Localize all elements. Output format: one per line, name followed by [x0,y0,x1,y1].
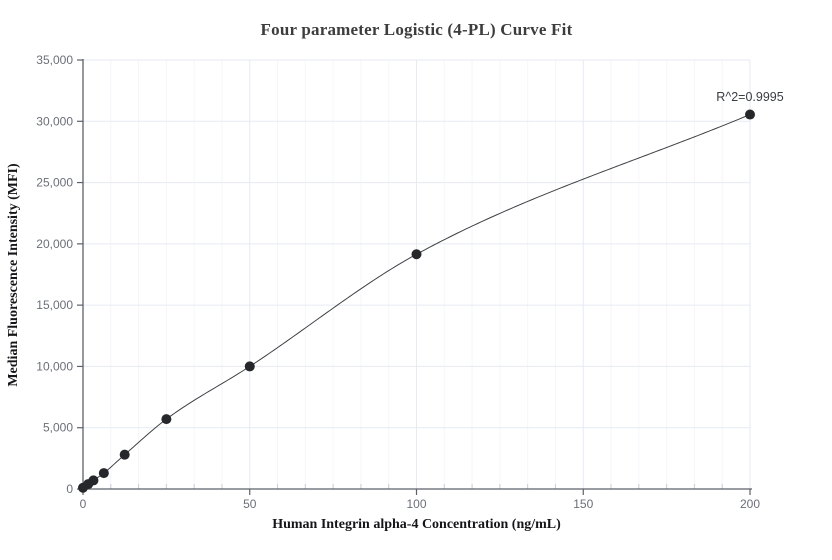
y-tick-label: 20,000 [36,237,73,251]
x-tick-label: 50 [243,497,257,511]
y-tick-label: 30,000 [36,114,73,128]
data-point [745,109,755,120]
y-tick-label: 10,000 [36,359,73,373]
x-tick-label: 0 [80,497,87,511]
y-axis-title: Median Fluorescence Intensity (MFI) [6,163,21,387]
r-squared-annotation: R^2=0.9995 [716,90,784,104]
y-tick-label: 0 [66,482,73,496]
chart-title: Four parameter Logistic (4-PL) Curve Fit [260,20,573,39]
x-tick-label: 100 [406,497,426,511]
data-point [244,361,255,372]
y-tick-label: 25,000 [36,176,73,190]
x-tick-label: 200 [740,497,760,511]
x-tick-label: 150 [573,497,593,511]
x-axis-title: Human Integrin alpha-4 Concentration (ng… [272,517,561,532]
data-point [119,449,130,460]
data-point [98,468,109,479]
y-tick-label: 5,000 [43,421,73,435]
data-point [88,475,99,486]
y-tick-label: 15,000 [36,298,73,312]
y-tick-label: 35,000 [36,53,73,67]
data-point [411,249,422,260]
data-point [161,414,172,425]
